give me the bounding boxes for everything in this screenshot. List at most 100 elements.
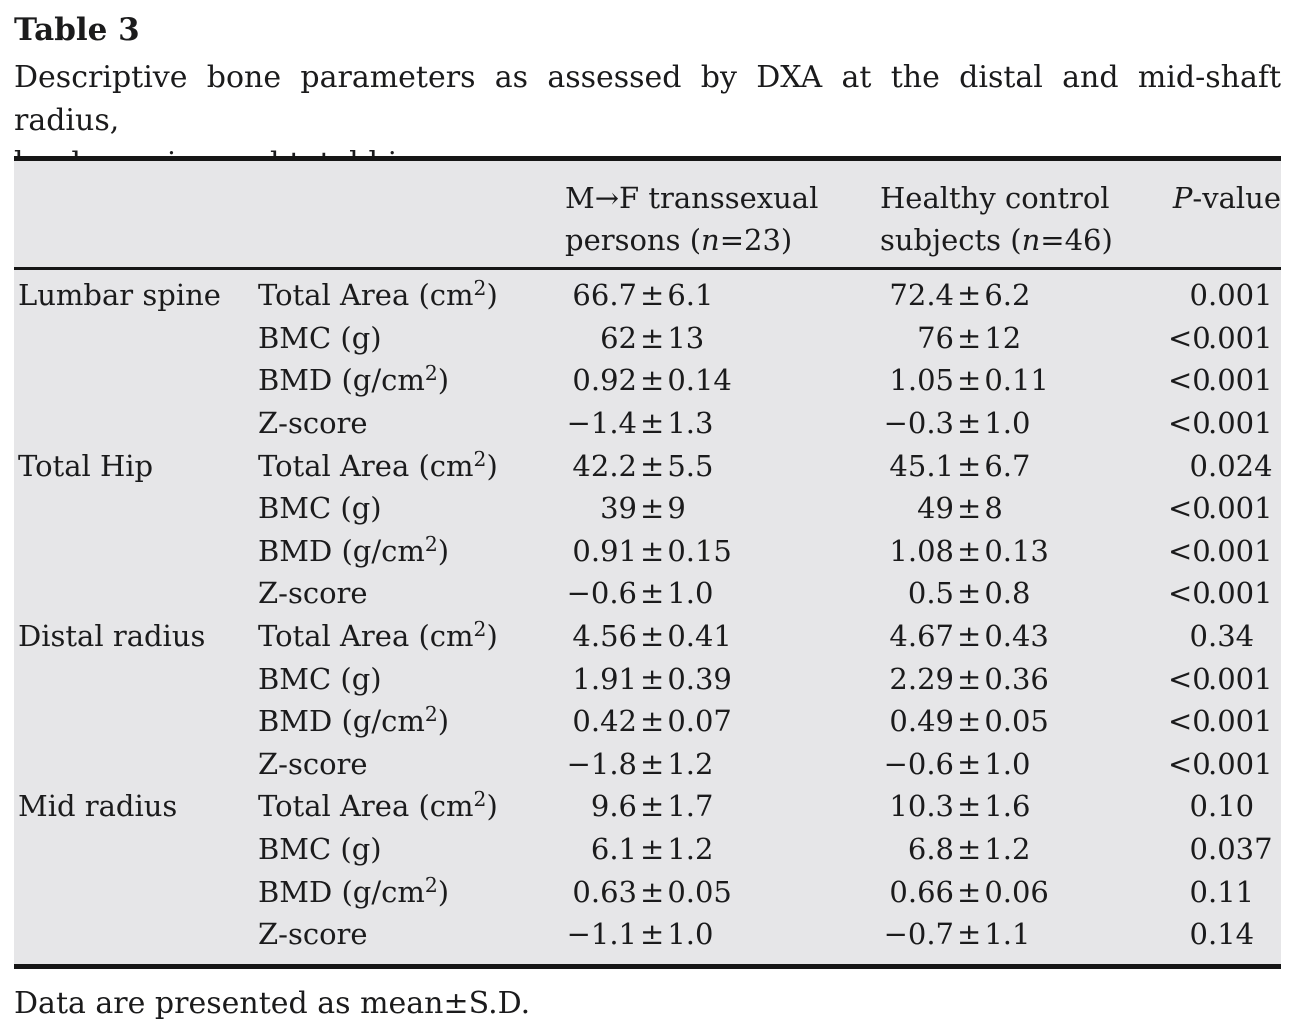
mean: 4.67 xyxy=(889,619,954,654)
header-control-group: Healthy control subjects (n=46) xyxy=(880,177,1168,261)
pvalue-cell: <0.001 xyxy=(1168,363,1281,397)
data-table: M→F transsexual persons (n=23) Healthy c… xyxy=(14,156,1281,969)
mean: 6.1 xyxy=(590,832,637,867)
mean: 0.91 xyxy=(572,533,637,568)
control-cell: 4.67 ±0.43 xyxy=(880,619,1168,653)
table-row: BMC (g) 62 ±13 76 ±12 <0.001 xyxy=(14,317,1281,360)
plus-minus-sign: ± xyxy=(957,917,982,952)
pvalue-frac: .11 xyxy=(1208,874,1255,909)
pvalue-cell: <0.001 xyxy=(1168,576,1281,610)
plus-minus-sign: ± xyxy=(640,832,665,867)
header-mf-group: M→F transsexual persons (n=23) xyxy=(565,177,880,261)
superscript-2: 2 xyxy=(424,361,438,386)
control-cell-value: 0.66 ±0.06 xyxy=(880,875,1168,909)
pvalue-cell: <0.001 xyxy=(1168,491,1281,525)
pvalue-frac: .10 xyxy=(1208,789,1255,824)
mean: 0.63 xyxy=(572,874,637,909)
mf-cell-value: 39 ±9 xyxy=(565,491,880,525)
plus-minus-sign: ± xyxy=(957,832,982,867)
pvalue-cell: <0.001 xyxy=(1168,747,1281,781)
control-cell-value: 6.8 ±1.2 xyxy=(880,832,1168,866)
control-cell-value: 10.3 ±1.6 xyxy=(880,789,1168,823)
mf-cell: 9.6 ±1.7 xyxy=(565,789,880,823)
pvalue-int: <0 xyxy=(1168,533,1211,568)
plus-minus-sign: ± xyxy=(640,491,665,526)
control-cell: 72.4 ±6.2 xyxy=(880,278,1168,312)
table-row: Lumbar spine Total Area (cm2) 66.7 ±6.1 72.4… xyxy=(14,274,1281,317)
pvalue: <0.001 xyxy=(1168,704,1281,738)
parameter-cell: Total Area (cm2) xyxy=(258,276,498,313)
pvalue-frac: .024 xyxy=(1208,448,1273,483)
sd: 0.15 xyxy=(667,533,732,568)
pvalue: <0.001 xyxy=(1168,363,1281,397)
control-cell: 45.1 ±6.7 xyxy=(880,449,1168,483)
mean: −0.6 xyxy=(566,576,637,611)
superscript-2: 2 xyxy=(473,616,487,641)
parameter-cell: BMD (g/cm2) xyxy=(258,531,450,568)
mean: −1.8 xyxy=(566,746,637,781)
control-cell-value: 0.5 ±0.8 xyxy=(880,576,1168,610)
pvalue: <0.001 xyxy=(1168,491,1281,525)
italic-n: n xyxy=(1021,223,1041,257)
plus-minus-sign: ± xyxy=(640,661,665,696)
plus-minus-sign: ± xyxy=(957,491,982,526)
pvalue-frac: .001 xyxy=(1208,363,1273,398)
pvalue-frac: .001 xyxy=(1208,576,1273,611)
mf-cell: 4.56 ±0.41 xyxy=(565,619,880,653)
mean: 0.49 xyxy=(889,704,954,739)
table-row: Total Hip Total Area (cm2) 42.2 ±5.5 45.1 ±6.… xyxy=(14,444,1281,487)
control-cell: 0.5 ±0.8 xyxy=(880,576,1168,610)
mf-cell: 0.91 ±0.15 xyxy=(565,534,880,568)
control-cell-value: 0.49 ±0.05 xyxy=(880,704,1168,738)
pvalue-int: <0 xyxy=(1168,491,1211,526)
pvalue-int: 0 xyxy=(1189,874,1208,909)
control-cell-value: 4.67 ±0.43 xyxy=(880,619,1168,653)
pvalue: <0.001 xyxy=(1168,747,1281,781)
control-cell: 2.29 ±0.36 xyxy=(880,662,1168,696)
mf-cell-value: −1.4 ±1.3 xyxy=(565,406,880,440)
mf-cell: −0.6 ±1.0 xyxy=(565,576,880,610)
mf-cell-value: 0.92 ±0.14 xyxy=(565,363,880,397)
sd: 0.14 xyxy=(667,363,732,398)
mean: −0.6 xyxy=(883,746,954,781)
table-row: BMD (g/cm2) 0.92 ±0.14 1.05 ±0.11 <0.001 xyxy=(14,359,1281,402)
header-parameter-column xyxy=(258,177,565,261)
mf-cell-value: −1.1 ±1.0 xyxy=(565,917,880,951)
plus-minus-sign: ± xyxy=(640,704,665,739)
parameter-cell: Total Area (cm2) xyxy=(258,446,498,483)
control-cell: −0.7 ±1.1 xyxy=(880,917,1168,951)
control-cell: −0.3 ±1.0 xyxy=(880,406,1168,440)
mf-cell-value: 6.1 ±1.2 xyxy=(565,832,880,866)
pvalue-cell: 0.14 xyxy=(1168,917,1281,951)
pvalue-frac: .001 xyxy=(1208,278,1273,313)
pvalue: 0.037 xyxy=(1168,832,1281,866)
control-cell-value: 2.29 ±0.36 xyxy=(880,662,1168,696)
parameter-cell: Total Area (cm2) xyxy=(258,787,498,824)
pvalue-frac: .037 xyxy=(1208,832,1273,867)
plus-minus-sign: ± xyxy=(640,406,665,441)
pvalue-int: <0 xyxy=(1168,320,1211,355)
plus-minus-sign: ± xyxy=(640,278,665,313)
pvalue: 0.001 xyxy=(1168,278,1281,312)
parameter-cell: Z-score xyxy=(258,406,368,441)
parameter-cell: BMC (g) xyxy=(258,491,382,526)
parameter-cell: Z-score xyxy=(258,917,368,952)
mf-cell: 66.7 ±6.1 xyxy=(565,278,880,312)
table-body: Lumbar spine Total Area (cm2) 66.7 ±6.1 72.4… xyxy=(14,270,1281,964)
mean: 62 xyxy=(600,320,637,355)
control-cell: 1.05 ±0.11 xyxy=(880,363,1168,397)
mf-cell-value: 66.7 ±6.1 xyxy=(565,278,880,312)
mean: −1.1 xyxy=(566,917,637,952)
pvalue-int: 0 xyxy=(1189,789,1208,824)
pvalue: 0.14 xyxy=(1168,917,1281,951)
mean: 49 xyxy=(917,491,954,526)
pvalue-cell: 0.10 xyxy=(1168,789,1281,823)
superscript-2: 2 xyxy=(424,702,438,727)
pvalue: <0.001 xyxy=(1168,576,1281,610)
mean: 0.5 xyxy=(907,576,954,611)
sd: 0.07 xyxy=(667,704,732,739)
control-cell-value: 76 ±12 xyxy=(880,321,1168,355)
pvalue-cell: 0.34 xyxy=(1168,619,1281,653)
sd: 5.5 xyxy=(667,448,714,483)
sd: 1.6 xyxy=(984,789,1031,824)
